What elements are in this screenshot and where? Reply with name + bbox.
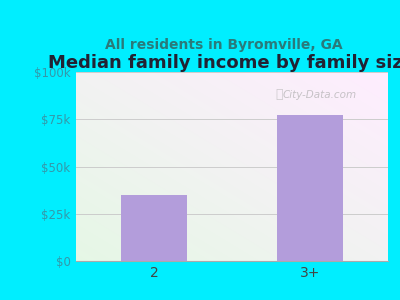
Bar (277, 116, 343, 261)
Text: All residents in Byromville, GA: All residents in Byromville, GA (105, 38, 343, 52)
Text: ⌕: ⌕ (275, 88, 282, 101)
Text: City-Data.com: City-Data.com (282, 90, 356, 100)
Bar (121, 195, 187, 261)
Title: Median family income by family size: Median family income by family size (48, 54, 400, 72)
